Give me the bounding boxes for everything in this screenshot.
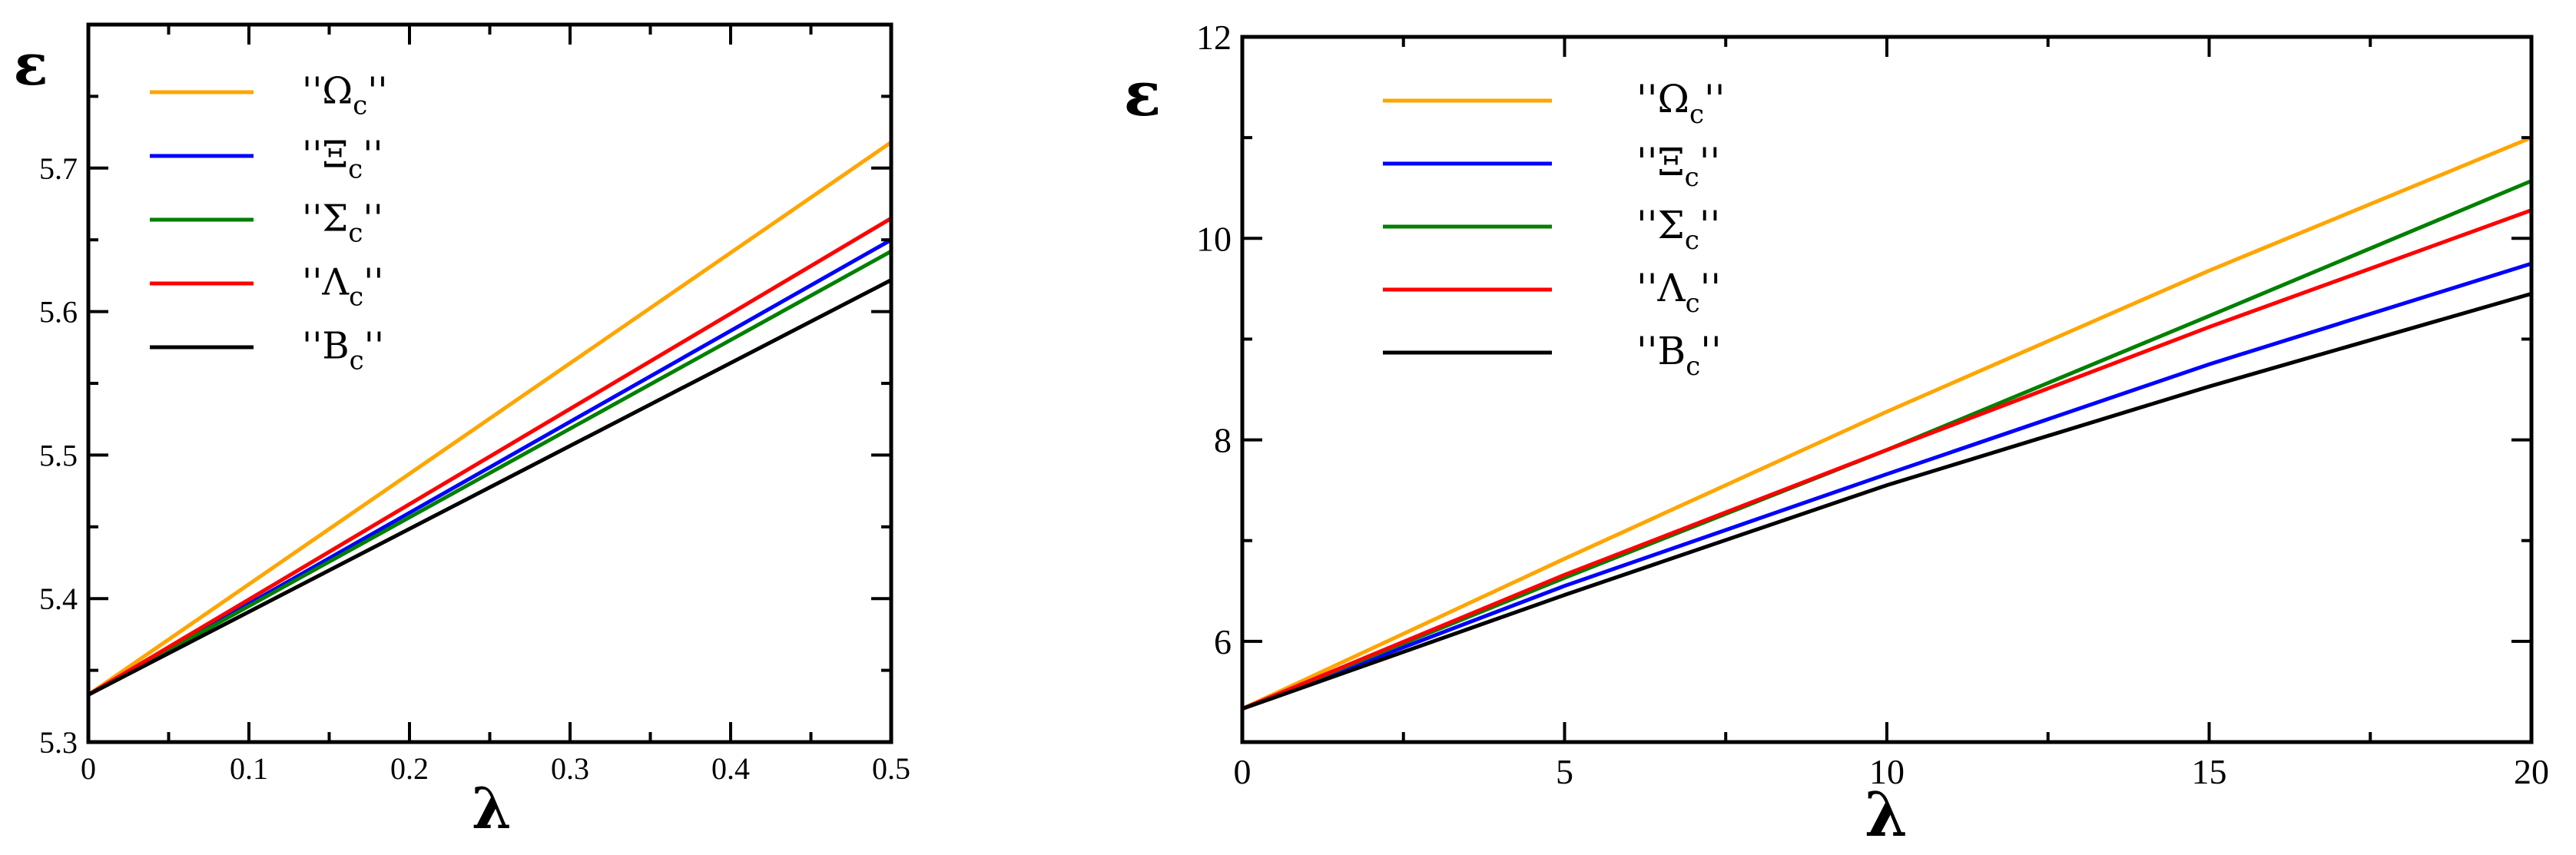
x-tick-label: 20	[2514, 752, 2549, 791]
legend-label: ''Λc''	[1636, 266, 1721, 319]
x-tick-label: 0.4	[711, 751, 750, 786]
legend-label: ''Ξc''	[1636, 140, 1720, 193]
legend: ''Ωc'' ''Ξc'' ''Σc'' ''Λc'' ''Bc''	[150, 69, 388, 376]
x-tick-label: 15	[2192, 752, 2227, 791]
y-tick-label: 5.5	[39, 438, 78, 472]
series-line-0-0	[87, 141, 893, 697]
x-tick-label: 0	[1234, 752, 1252, 791]
y-tick-label: 5.3	[39, 725, 78, 760]
chart-panel-1: 0 0.1 0.2 0.3 0.4 0.55.35.45.55.65.7λε ''Ωc'''…	[14, 22, 910, 842]
legend-label: ''Bc''	[1636, 329, 1722, 382]
y-tick-label: 5.7	[39, 151, 78, 186]
legend-label: ''Ξc''	[302, 133, 383, 184]
x-axis-label: λ	[472, 776, 512, 842]
series-line-0-2	[87, 249, 893, 697]
series-line-1-1	[1242, 261, 2532, 711]
legend-label: ''Λc''	[302, 260, 384, 312]
series-line-1-3	[1242, 208, 2532, 711]
y-tick-label: 12	[1196, 18, 1232, 57]
legend-label: ''Bc''	[302, 324, 384, 376]
x-tick-label: 0	[81, 751, 96, 786]
x-tick-label: 5	[1556, 752, 1573, 791]
legend-label: ''Ωc''	[302, 69, 388, 121]
y-tick-label: 5.6	[39, 295, 78, 330]
x-axis-label: λ	[1865, 778, 1908, 850]
y-tick-label: 6	[1214, 622, 1232, 661]
legend-label: ''Σc''	[302, 197, 383, 248]
x-tick-label: 0.1	[230, 751, 268, 786]
y-tick-label: 5.4	[39, 582, 78, 616]
x-tick-label: 0.5	[872, 751, 910, 786]
y-tick-label: 10	[1196, 219, 1232, 258]
series-line-0-4	[87, 278, 893, 697]
legend-label: ''Ωc''	[1636, 77, 1726, 130]
legend-label: ''Σc''	[1636, 203, 1720, 256]
x-tick-label: 0.2	[390, 751, 429, 786]
series-line-1-4	[1242, 291, 2532, 711]
series-line-1-0	[1241, 135, 2532, 711]
y-axis-label: ε	[1124, 58, 1162, 130]
x-tick-label: 10	[1869, 752, 1905, 791]
series-line-0-3	[87, 217, 893, 697]
x-tick-label: 0.3	[551, 751, 589, 786]
chart-panel-2: 0 5 10 15 20 6 8 10 12 λ ε ''Ωc'' ''Ξc'' ''Σc'' ''Λc''…	[1124, 18, 2549, 850]
y-tick-label: 8	[1214, 421, 1232, 460]
y-axis-label: ε	[14, 32, 48, 98]
legend: ''Ωc'' ''Ξc'' ''Σc'' ''Λc'' ''Bc''	[1383, 77, 1726, 382]
